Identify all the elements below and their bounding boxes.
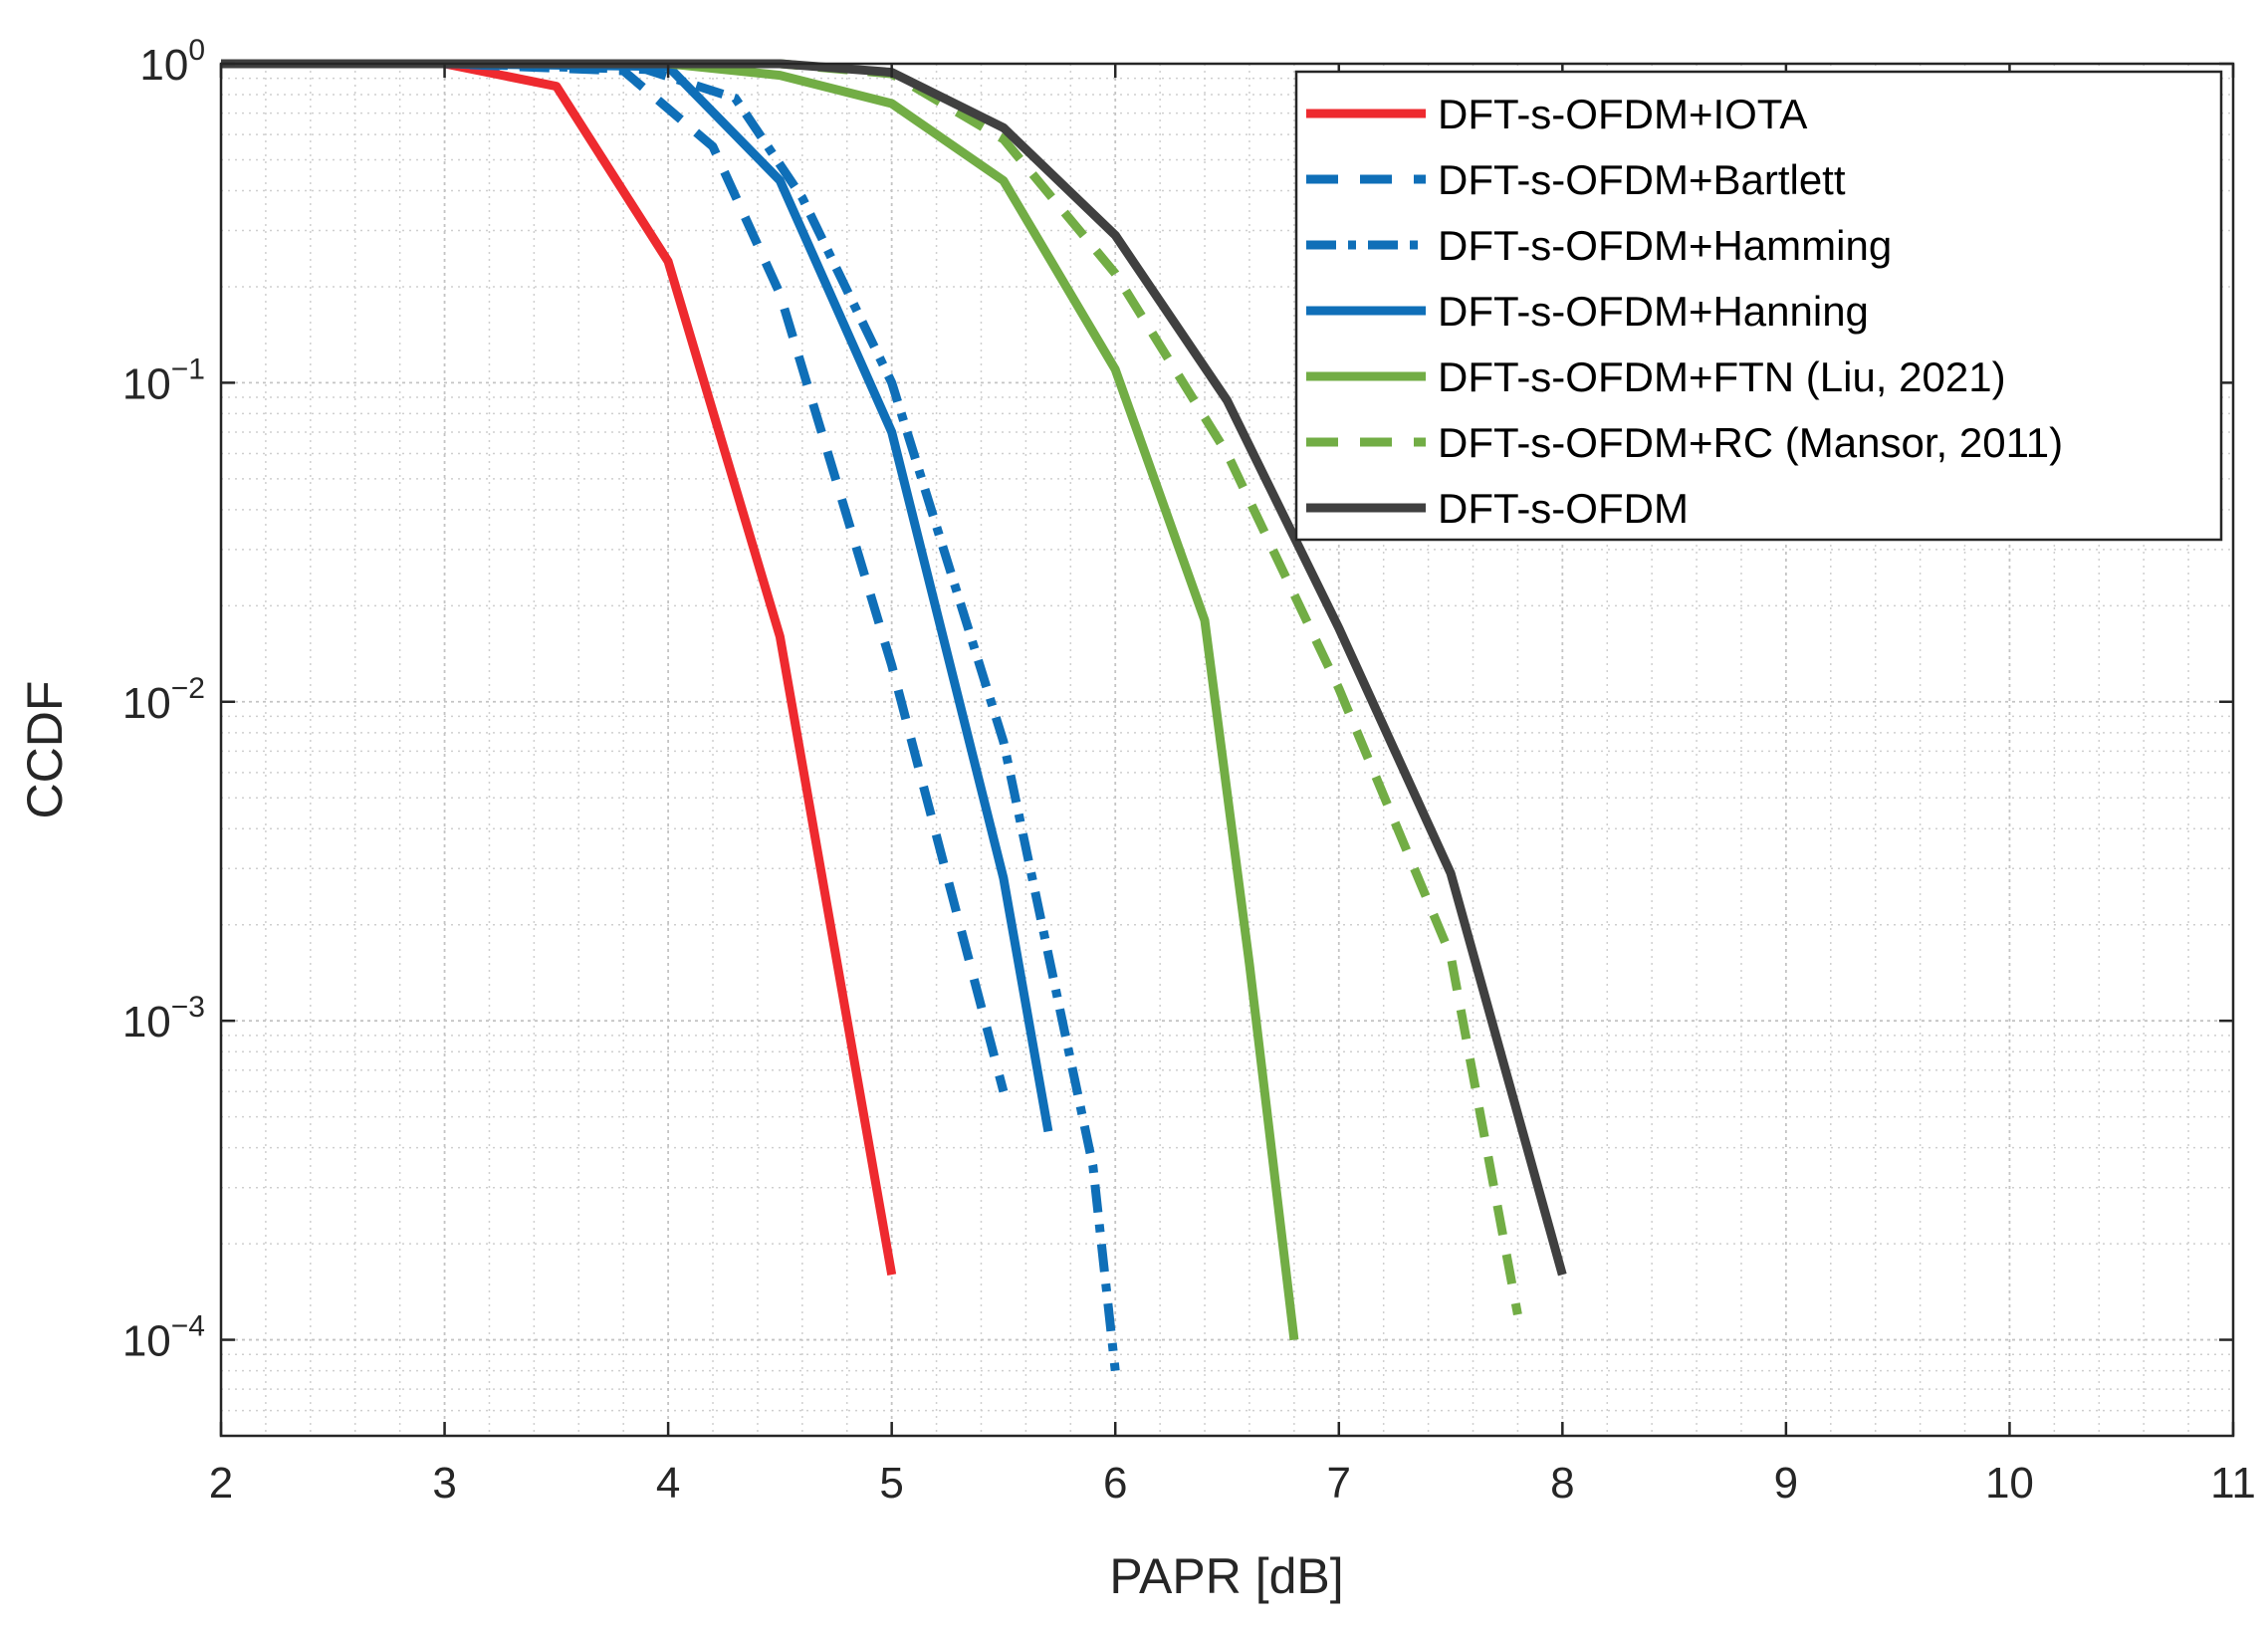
x-tick-label: 9 xyxy=(1774,1459,1798,1508)
y-tick-base: 10 xyxy=(122,359,171,408)
x-axis-label: PAPR [dB] xyxy=(1109,1548,1343,1604)
x-tick-label: 6 xyxy=(1103,1459,1127,1508)
legend-label-1: DFT-s-OFDM+IOTA xyxy=(1438,91,1807,137)
axes-box xyxy=(219,62,2235,1438)
x-tick-label: 7 xyxy=(1327,1459,1351,1508)
legend-label-5: DFT-s-OFDM+FTN (Liu, 2021) xyxy=(1438,353,2006,400)
legend-box xyxy=(1294,70,2223,542)
legend-label-7: DFT-s-OFDM xyxy=(1438,485,1689,532)
y-axis-label: CCDF xyxy=(17,681,73,819)
y-tick-exponent: −4 xyxy=(171,1310,205,1343)
legend-label-4: DFT-s-OFDM+Hanning xyxy=(1438,288,1869,335)
y-tick-exponent: −1 xyxy=(171,352,205,385)
x-tick-label: 2 xyxy=(209,1459,233,1508)
legend-label-2: DFT-s-OFDM+Bartlett xyxy=(1438,156,1846,203)
y-tick-base: 10 xyxy=(139,41,188,90)
x-tick-label: 4 xyxy=(656,1459,680,1508)
y-tick-exponent: −3 xyxy=(171,991,205,1024)
series-line-3 xyxy=(221,59,1120,1372)
x-tick-label: 3 xyxy=(432,1459,456,1508)
axes-frame xyxy=(219,62,2235,1438)
legend[interactable]: DFT-s-OFDM+IOTA DFT-s-OFDM+Bartlett DFT-s-… xyxy=(1294,70,2223,542)
legend-label-6: DFT-s-OFDM+RC (Mansor, 2011) xyxy=(1438,419,2063,466)
x-tick-label: 5 xyxy=(879,1459,903,1508)
y-tick-label: 100 xyxy=(139,34,205,90)
x-tick-label: 10 xyxy=(1985,1459,2034,1508)
y-tick-exponent: −2 xyxy=(171,672,205,705)
legend-label-3: DFT-s-OFDM+Hamming xyxy=(1438,222,1892,269)
y-tick-label: 10−3 xyxy=(122,991,205,1047)
x-tick-label: 8 xyxy=(1550,1459,1574,1508)
y-tick-label: 10−1 xyxy=(122,352,205,408)
x-tick-label: 11 xyxy=(2210,1459,2256,1508)
y-tick-base: 10 xyxy=(122,679,171,728)
y-tick-base: 10 xyxy=(122,1317,171,1366)
y-tick-label: 10−4 xyxy=(122,1310,205,1366)
y-tick-exponent: 0 xyxy=(188,34,205,67)
y-tick-base: 10 xyxy=(122,998,171,1047)
y-tick-label: 10−2 xyxy=(122,672,205,728)
minor-grid xyxy=(221,64,2233,1437)
